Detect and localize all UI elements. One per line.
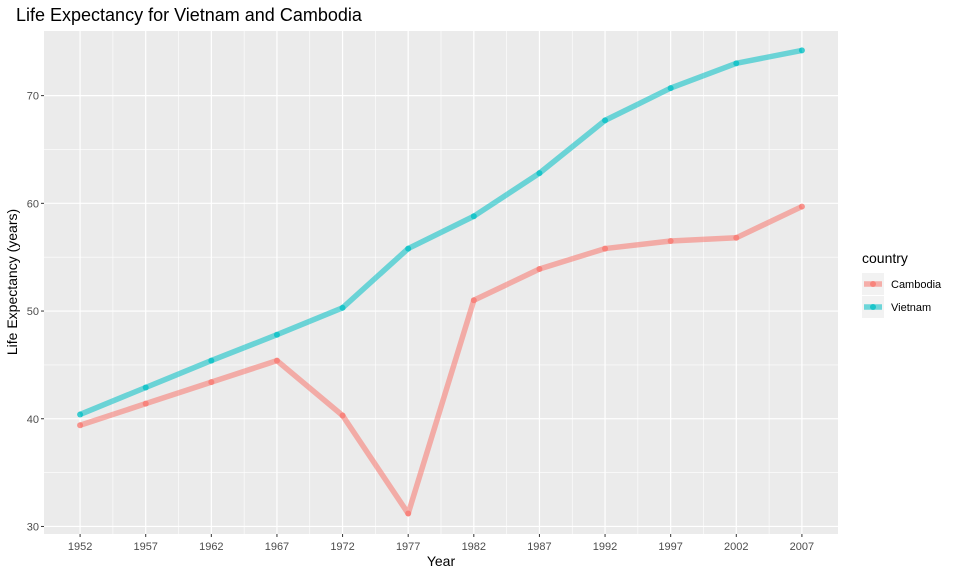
y-axis-title: Life Expectancy (years): [4, 209, 20, 355]
x-tick-label: 1992: [593, 541, 617, 553]
data-point-vietnam: [602, 117, 609, 124]
legend: country Cambodia Vietnam: [862, 250, 942, 318]
x-tick-label: 1952: [68, 541, 92, 553]
data-point-cambodia: [667, 238, 674, 245]
x-tick-label: 1967: [265, 541, 289, 553]
series-line-cambodia: [79, 204, 804, 517]
series-lines: [79, 47, 804, 517]
data-point-vietnam: [142, 384, 149, 391]
x-tick-label: 1957: [133, 541, 157, 553]
data-point-cambodia: [536, 266, 543, 273]
y-tick-label: 50: [27, 306, 39, 318]
legend-label-cambodia: Cambodia: [891, 279, 942, 291]
data-point-vietnam: [470, 213, 477, 220]
x-tick-label: 1997: [658, 541, 682, 553]
x-axis-title: Year: [427, 553, 456, 569]
x-tick-label: 1962: [199, 541, 223, 553]
data-point-vietnam: [536, 170, 543, 177]
data-point-cambodia: [77, 422, 84, 429]
x-tick-label: 2007: [790, 541, 814, 553]
series-points: [77, 47, 805, 517]
data-point-cambodia: [405, 510, 412, 517]
data-point-cambodia: [273, 357, 280, 364]
legend-point-cambodia: [870, 281, 876, 287]
legend-title: country: [862, 250, 908, 266]
data-point-cambodia: [208, 379, 215, 386]
data-point-cambodia: [339, 412, 346, 419]
x-axis: 1952 1957 1962 1967 1972 1977 1982 1987 1992 1997…: [68, 534, 814, 553]
data-point-vietnam: [339, 304, 346, 311]
data-point-vietnam: [273, 331, 280, 338]
data-point-cambodia: [733, 234, 740, 241]
legend-point-vietnam: [870, 304, 876, 310]
x-tick-label: 1987: [527, 541, 551, 553]
x-tick-label: 1982: [462, 541, 486, 553]
y-tick-label: 40: [27, 414, 39, 426]
x-tick-label: 2002: [724, 541, 748, 553]
grid-major: [44, 31, 838, 534]
data-point-cambodia: [470, 297, 477, 304]
data-point-vietnam: [733, 60, 740, 67]
x-tick-label: 1972: [330, 541, 354, 553]
chart-title: Life Expectancy for Vietnam and Cambodia: [16, 5, 363, 25]
data-point-vietnam: [798, 47, 805, 54]
y-tick-label: 70: [27, 91, 39, 103]
y-tick-label: 30: [27, 521, 39, 533]
series-line-vietnam: [79, 47, 803, 417]
legend-label-vietnam: Vietnam: [891, 302, 931, 314]
y-tick-label: 60: [27, 198, 39, 210]
x-tick-label: 1977: [396, 541, 420, 553]
y-axis: 30 40 50 60 70: [27, 91, 44, 533]
data-point-vietnam: [208, 357, 215, 364]
data-point-vietnam: [667, 85, 674, 92]
data-point-cambodia: [798, 203, 805, 210]
data-point-cambodia: [602, 245, 609, 252]
data-point-vietnam: [405, 245, 412, 252]
data-point-vietnam: [77, 411, 84, 418]
data-point-cambodia: [142, 400, 149, 407]
